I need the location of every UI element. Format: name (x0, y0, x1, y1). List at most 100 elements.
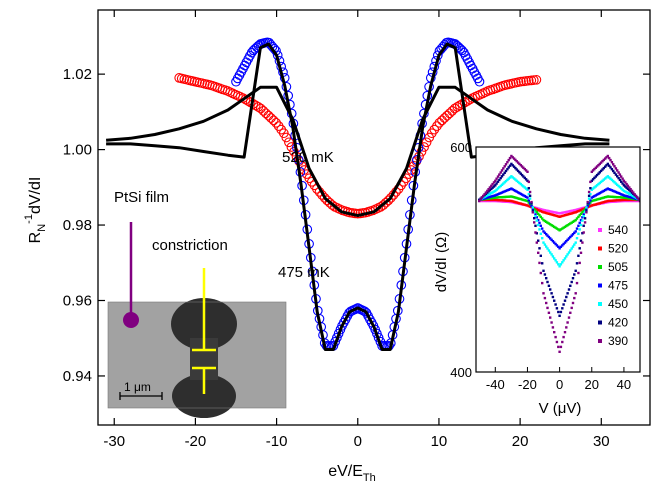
inset-data-point (583, 210, 587, 213)
legend-swatch (598, 246, 602, 251)
inset-data-point (590, 170, 593, 173)
data-point (255, 103, 266, 114)
inset-data-point (546, 221, 549, 224)
inset-data-point (599, 169, 603, 173)
inset-data-point (597, 197, 600, 201)
inset-data-point (571, 220, 575, 223)
inset-data-point (530, 200, 533, 204)
inset-data-point (504, 169, 508, 173)
inset-data-point (543, 211, 547, 214)
inset-data-point (563, 331, 567, 334)
inset-data-point (569, 311, 572, 314)
main-y-tick-label: 0.96 (63, 293, 92, 310)
inset-data-point (598, 202, 601, 205)
inset-data-point (546, 280, 549, 284)
inset-data-point (628, 192, 631, 196)
inset-data-point (609, 166, 612, 169)
inset-data-point (478, 199, 481, 203)
inset-data-point (577, 224, 580, 227)
inset-data-point (601, 196, 604, 200)
inset-data-point (609, 188, 612, 191)
inset-data-point (490, 197, 493, 200)
inset-data-point (612, 163, 615, 166)
inset-data-point (569, 249, 572, 252)
inset-data-point (491, 182, 494, 186)
inset-data-point (620, 180, 623, 183)
inset-data-point (483, 197, 486, 200)
inset-data-point (614, 167, 618, 170)
inset-data-point (511, 195, 514, 199)
inset-data-point (492, 194, 496, 197)
inset-data-point (578, 207, 581, 211)
main-y-axis-label: RN-1dV/dI (23, 177, 48, 244)
data-point (268, 115, 279, 126)
inset-data-point (537, 208, 540, 212)
inset-data-point (604, 188, 607, 192)
inset-data-point (514, 196, 517, 199)
inset-data-point (566, 238, 569, 241)
inset-data-point (543, 243, 547, 246)
inset-data-point (616, 191, 619, 194)
inset-data-point (534, 213, 537, 216)
inset-data-point (523, 167, 526, 171)
inset-data-point (616, 175, 619, 178)
inset-data-point (570, 234, 573, 237)
inset-data-point (494, 198, 497, 202)
inset-data-point (512, 188, 516, 192)
inset-data-point (491, 194, 494, 198)
inset-x-tick-label: 40 (617, 377, 631, 392)
inset-data-point (524, 199, 528, 202)
inset-data-point (498, 186, 501, 189)
inset-data-point (537, 223, 540, 227)
inset-data-point (503, 195, 506, 199)
inset-data-point (574, 211, 577, 214)
annotation-520mk: 520 mK (282, 149, 334, 166)
inset-data-point (598, 191, 601, 195)
inset-data-point (570, 221, 573, 224)
inset-data-point (541, 281, 544, 285)
inset-data-point (626, 187, 630, 191)
inset-data-point (491, 191, 494, 194)
inset-data-point (503, 190, 506, 193)
inset-data-point (503, 181, 506, 184)
inset-data-point (549, 316, 552, 319)
inset-data-point (612, 195, 615, 199)
inset-data-point (549, 288, 552, 291)
inset-data-point (577, 232, 580, 235)
inset-data-point (557, 345, 560, 349)
inset-y-tick-label: 400 (450, 365, 472, 380)
inset-data-point (555, 261, 559, 264)
inset-data-point (547, 284, 551, 287)
data-point (263, 110, 274, 121)
inset-data-point (567, 223, 571, 226)
inset-data-point (616, 183, 619, 186)
inset-data-point (628, 186, 631, 189)
legend-swatch (598, 339, 602, 343)
inset-data-point (634, 196, 638, 199)
inset-data-point (581, 211, 584, 214)
inset-data-point (622, 184, 626, 187)
inset-data-point (582, 207, 585, 211)
inset-data-point (606, 195, 609, 198)
inset-data-point (608, 176, 611, 179)
inset-data-point (488, 197, 492, 200)
inset-data-point (511, 156, 514, 159)
inset-data-point (577, 209, 580, 213)
inset-data-point (558, 215, 561, 218)
inset-data-point (538, 247, 541, 250)
inset-data-point (573, 211, 576, 214)
inset-data-point (492, 185, 496, 188)
inset-data-point (591, 169, 595, 172)
inset-data-point (575, 208, 579, 211)
inset-data-point (567, 316, 571, 319)
inset-data-point (542, 292, 545, 295)
inset-data-point (566, 253, 569, 256)
inset-data-point (594, 175, 597, 178)
inset-plot-frame (475, 146, 641, 373)
inset-data-point (524, 195, 528, 199)
data-point (457, 45, 467, 56)
inset-data-point (622, 179, 626, 182)
inset-data-point (575, 210, 579, 213)
inset-data-point (578, 261, 581, 265)
inset-data-point (487, 196, 490, 199)
